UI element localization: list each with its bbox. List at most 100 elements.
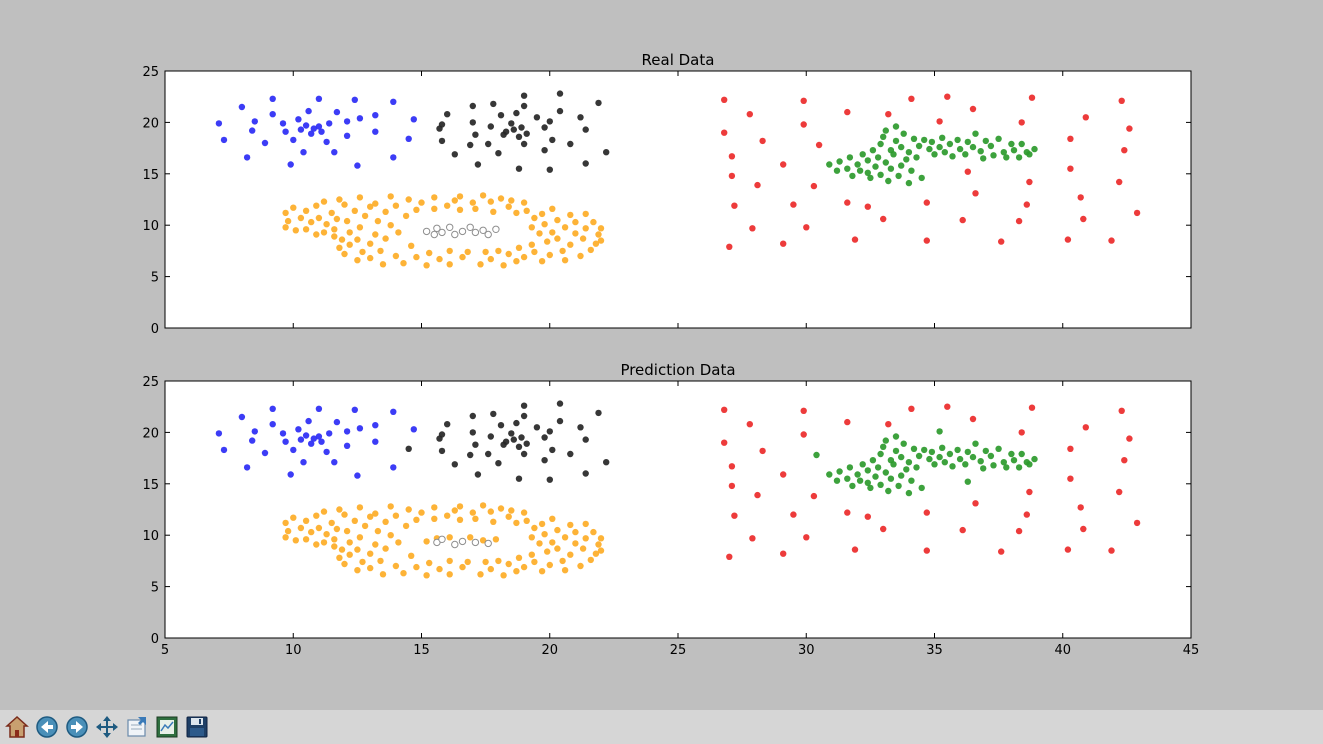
scatter-point bbox=[972, 130, 979, 137]
scatter-point bbox=[856, 477, 864, 484]
scatter-point bbox=[354, 567, 361, 574]
scatter-point bbox=[269, 95, 276, 103]
scatter-point bbox=[882, 159, 889, 166]
scatter-point bbox=[844, 475, 851, 482]
scatter-point bbox=[343, 527, 351, 535]
home-button[interactable] bbox=[4, 714, 30, 740]
subplots-button[interactable] bbox=[154, 714, 180, 740]
scatter-point bbox=[864, 467, 871, 474]
scatter-point bbox=[1077, 504, 1084, 511]
scatter-point bbox=[590, 528, 597, 536]
scatter-point bbox=[898, 453, 905, 461]
scatter-point bbox=[469, 429, 476, 436]
scatter-point bbox=[869, 147, 877, 154]
scatter-point bbox=[451, 197, 458, 204]
scatter-point bbox=[505, 513, 512, 520]
scatter-point bbox=[854, 161, 861, 168]
scatter-point bbox=[1003, 154, 1010, 161]
scatter-point bbox=[1064, 236, 1072, 243]
scatter-point bbox=[582, 470, 589, 477]
scatter-point bbox=[502, 128, 510, 135]
scatter-point bbox=[469, 199, 476, 206]
scatter-point bbox=[995, 445, 1002, 452]
scatter-point bbox=[338, 236, 346, 243]
scatter-point bbox=[287, 161, 294, 168]
scatter-point bbox=[328, 519, 335, 527]
scatter-point bbox=[367, 564, 374, 572]
scatter-point bbox=[413, 253, 420, 261]
pan-button[interactable] bbox=[94, 714, 120, 740]
scatter-point bbox=[577, 252, 584, 260]
chart-title: Real Data bbox=[642, 51, 715, 69]
scatter-point bbox=[731, 512, 738, 519]
scatter-point bbox=[518, 434, 525, 441]
scatter-point bbox=[413, 206, 420, 213]
scatter-point bbox=[946, 140, 954, 148]
scatter-point bbox=[302, 207, 310, 214]
scatter-point bbox=[959, 216, 966, 224]
scatter-point bbox=[485, 450, 492, 458]
scatter-point bbox=[541, 124, 548, 131]
scatter-point bbox=[438, 431, 446, 438]
scatter-point bbox=[590, 218, 597, 226]
scatter-point bbox=[297, 436, 305, 443]
scatter-point bbox=[515, 475, 523, 482]
scatter-point bbox=[1108, 237, 1115, 244]
scatter-point bbox=[356, 504, 364, 511]
scatter-point bbox=[315, 524, 323, 532]
scatter-point bbox=[472, 205, 479, 212]
back-arrow-icon bbox=[36, 716, 58, 738]
scatter-point bbox=[423, 538, 430, 545]
scatter-point bbox=[479, 226, 487, 235]
scatter-point bbox=[505, 560, 512, 568]
scatter-point bbox=[390, 98, 397, 106]
scatter-point bbox=[826, 471, 833, 478]
save-button[interactable] bbox=[184, 714, 210, 740]
scatter-point bbox=[1026, 488, 1033, 496]
scatter-point bbox=[885, 177, 892, 185]
scatter-point bbox=[490, 518, 497, 525]
scatter-point bbox=[282, 209, 289, 217]
forward-button[interactable] bbox=[64, 714, 90, 740]
scatter-point bbox=[556, 417, 564, 425]
scatter-point bbox=[469, 119, 476, 126]
scatter-point bbox=[372, 128, 379, 135]
scatter-point bbox=[987, 142, 995, 150]
scatter-point bbox=[305, 417, 312, 425]
scatter-point bbox=[302, 536, 310, 543]
scatter-point bbox=[490, 100, 497, 108]
scatter-point bbox=[1064, 546, 1072, 553]
scatter-point bbox=[331, 149, 338, 156]
scatter-point bbox=[813, 451, 820, 459]
scatter-point bbox=[459, 253, 466, 261]
scatter-point bbox=[867, 174, 874, 182]
scatter-point bbox=[395, 539, 402, 546]
scatter-point bbox=[315, 405, 323, 412]
scatter-point bbox=[520, 102, 528, 110]
scatter-point bbox=[513, 258, 520, 265]
scatter-point bbox=[595, 409, 602, 417]
x-tick-label: 20 bbox=[541, 643, 558, 658]
scatter-point bbox=[508, 197, 515, 204]
scatter-point bbox=[554, 526, 561, 534]
scatter-point bbox=[446, 571, 453, 578]
scatter-point bbox=[367, 203, 374, 210]
scatter-point bbox=[1023, 201, 1030, 208]
scatter-point bbox=[387, 532, 394, 539]
back-button[interactable] bbox=[34, 714, 60, 740]
scatter-point bbox=[872, 473, 879, 480]
x-tick-label: 40 bbox=[1054, 643, 1071, 658]
scatter-point bbox=[1010, 457, 1018, 464]
scatter-point bbox=[910, 445, 918, 452]
zoom-button[interactable] bbox=[124, 714, 150, 740]
scatter-point bbox=[513, 209, 520, 217]
scatter-point bbox=[477, 261, 484, 268]
scatter-point bbox=[367, 550, 374, 557]
scatter-point bbox=[538, 568, 546, 575]
scatter-point bbox=[849, 482, 856, 490]
scatter-point bbox=[482, 248, 489, 256]
scatter-point bbox=[731, 202, 738, 209]
scatter-point bbox=[320, 508, 328, 515]
y-tick-label: 25 bbox=[142, 375, 159, 390]
